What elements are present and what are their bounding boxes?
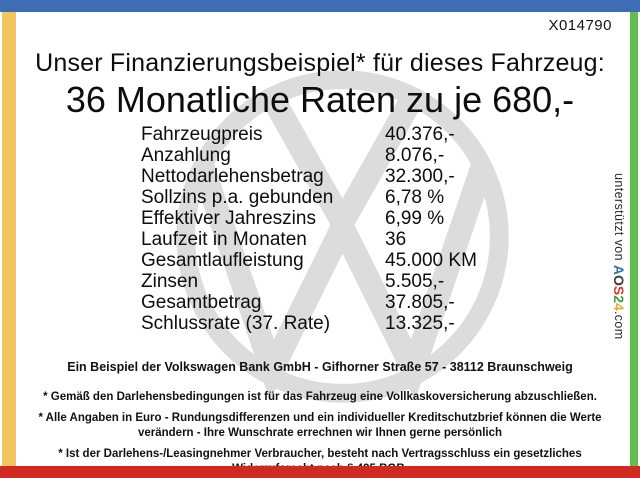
row-value: 13.325,-	[385, 312, 455, 334]
vw-logo-icon	[176, 70, 509, 403]
credit-vertical-text: unterstützt von AOS24.com	[611, 173, 627, 340]
table-row: Nettodarlehensbetrag 32.300,-	[141, 166, 477, 187]
frame-bottom-bar	[0, 466, 640, 478]
table-row: Anzahlung 8.076,-	[141, 145, 477, 166]
row-label: Laufzeit in Monaten	[141, 228, 307, 250]
table-row: Laufzeit in Monaten 36	[141, 229, 477, 250]
table-row: Effektiver Jahreszins 6,99 %	[141, 208, 477, 229]
row-value: 40.376,-	[385, 123, 455, 145]
table-row: Gesamtbetrag 37.805,-	[141, 292, 477, 313]
footnote-line: * Gemäß den Darlehensbedingungen ist für…	[43, 391, 597, 403]
page-title: Unser Finanzierungsbeispiel* für dieses …	[35, 49, 605, 77]
aos24-letter: 2	[611, 295, 627, 304]
page-subtitle: 36 Monatliche Raten zu je 680,-	[65, 79, 575, 120]
row-value: 6,99 %	[385, 207, 445, 229]
table-row: Zinsen 5.505,-	[141, 271, 477, 292]
table-row: Fahrzeugpreis 40.376,-	[141, 124, 477, 145]
row-value: 36	[385, 228, 407, 250]
document-id: X014790	[548, 17, 612, 34]
table-row: Gesamtlaufleistung 45.000 KM	[141, 250, 477, 271]
financing-table: Fahrzeugpreis 40.376,- Anzahlung 8.076,-…	[141, 124, 477, 334]
aos24-logo: AOS24	[611, 265, 627, 311]
row-label: Gesamtlaufleistung	[141, 249, 304, 271]
table-row: Sollzins p.a. gebunden 6,78 %	[141, 187, 477, 208]
aos24-letter: A	[611, 264, 627, 275]
row-value: 37.805,-	[385, 291, 455, 313]
row-value: 32.300,-	[385, 165, 455, 187]
frame-right-bar	[630, 12, 638, 466]
row-label: Gesamtbetrag	[141, 291, 262, 313]
frame-top-bar	[0, 0, 640, 12]
credit-prefix: unterstützt von	[612, 173, 626, 265]
row-value: 6,78 %	[385, 186, 445, 208]
row-label: Zinsen	[141, 270, 199, 292]
row-label: Anzahlung	[141, 144, 231, 166]
footnote-line: * Ist der Darlehens-/Leasingnehmer Verbr…	[58, 448, 582, 460]
row-value: 8.076,-	[385, 144, 445, 166]
row-label: Schlussrate (37. Rate)	[141, 312, 331, 334]
row-label: Effektiver Jahreszins	[141, 207, 316, 229]
aos24-letter: O	[611, 275, 627, 286]
table-row: Schlussrate (37. Rate) 13.325,-	[141, 313, 477, 334]
row-value: 45.000 KM	[385, 249, 477, 271]
row-label: Fahrzeugpreis	[141, 123, 263, 145]
bank-address-line: Ein Beispiel der Volkswagen Bank GmbH - …	[67, 360, 573, 374]
footnotes: * Gemäß den Darlehensbedingungen ist für…	[20, 390, 620, 477]
frame-left-bar	[2, 12, 16, 466]
aos24-letter: 4	[611, 303, 627, 311]
row-value: 5.505,-	[385, 270, 445, 292]
aos24-letter: S	[611, 285, 627, 296]
footnote-line: * Alle Angaben in Euro - Rundungsdiffere…	[38, 412, 602, 424]
credit-suffix: .com	[612, 310, 626, 340]
row-label: Nettodarlehensbetrag	[141, 165, 324, 187]
header: Unser Finanzierungsbeispiel* für dieses …	[20, 49, 620, 121]
row-label: Sollzins p.a. gebunden	[141, 186, 334, 208]
footnote-line: verändern - Ihre Wunschrate errechnen wi…	[137, 427, 503, 439]
